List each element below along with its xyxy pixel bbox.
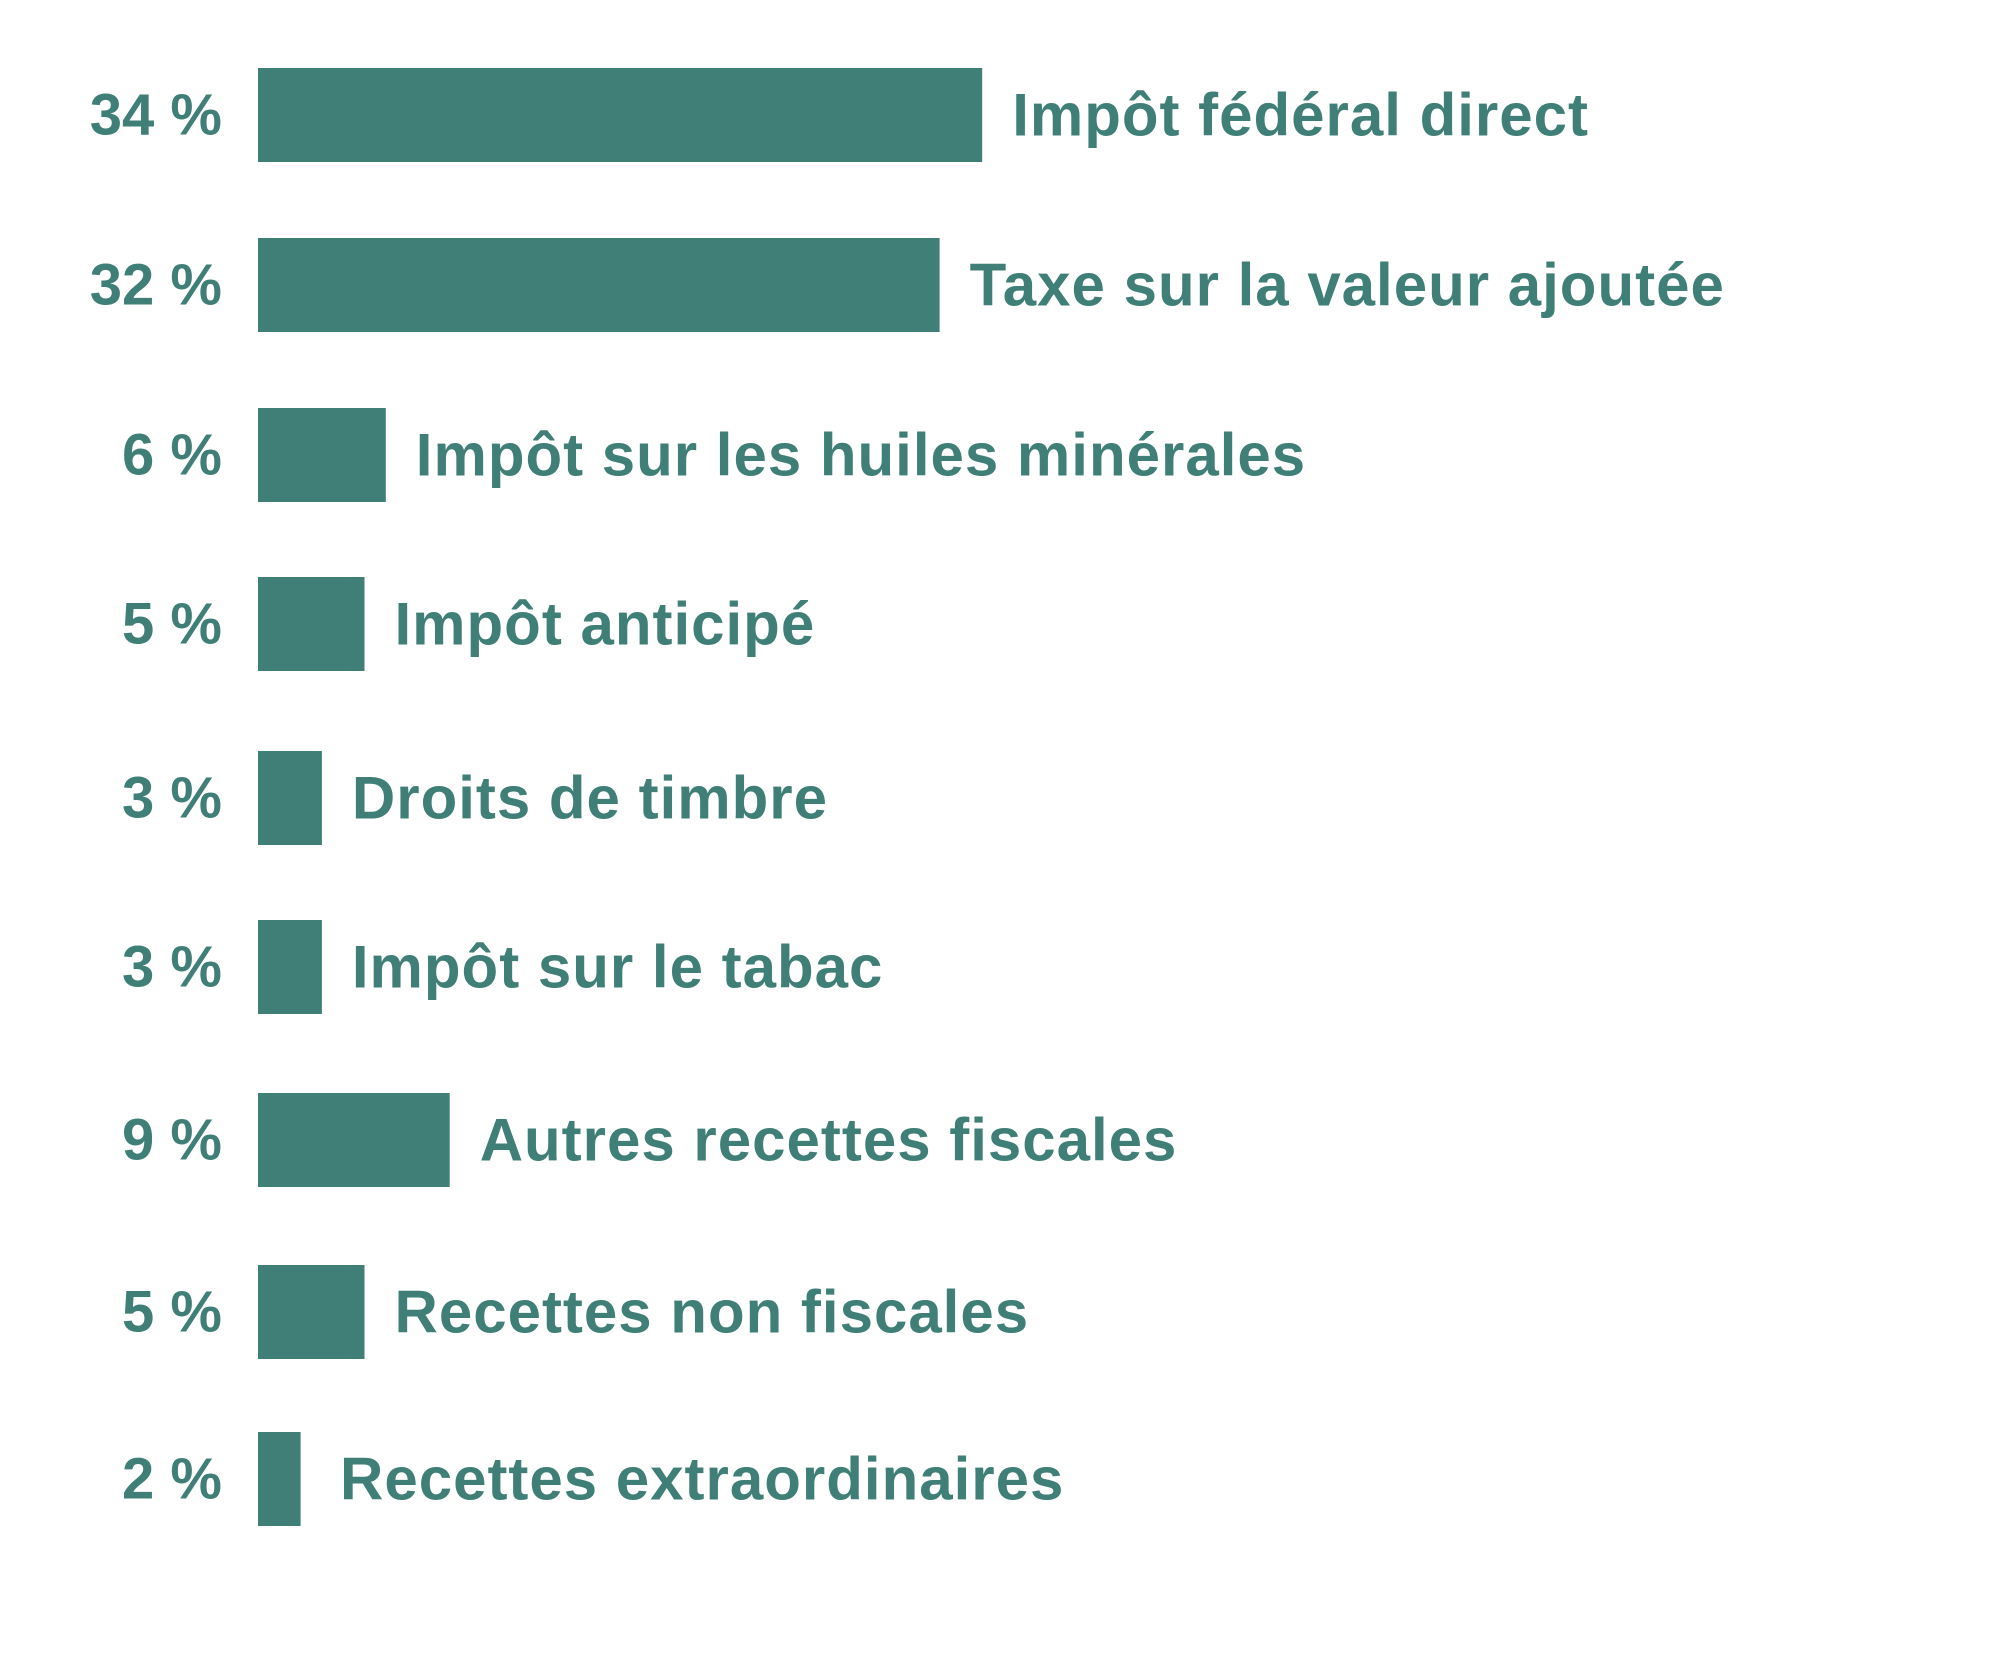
category-label-5: Droits de timbre [352, 765, 828, 832]
category-label-9: Recettes extraordinaires [340, 1446, 1064, 1513]
bar-1 [258, 68, 983, 162]
value-label-7: 9 % [122, 1108, 222, 1173]
bar-2 [258, 238, 940, 332]
value-label-3: 6 % [122, 423, 222, 488]
bar-7 [258, 1093, 450, 1187]
bar-4 [258, 577, 365, 671]
bar-6 [258, 920, 322, 1014]
value-label-5: 3 % [122, 766, 222, 831]
bar-3 [258, 408, 386, 502]
bar-9 [258, 1432, 301, 1526]
bar-8 [258, 1265, 365, 1359]
value-label-2: 32 % [90, 253, 222, 318]
category-label-6: Impôt sur le tabac [352, 934, 883, 1001]
category-label-7: Autres recettes fiscales [480, 1107, 1178, 1174]
value-label-4: 5 % [122, 592, 222, 657]
category-label-1: Impôt fédéral direct [1012, 82, 1589, 149]
category-label-8: Recettes non fiscales [395, 1279, 1030, 1346]
value-label-9: 2 % [122, 1447, 222, 1512]
value-label-1: 34 % [90, 83, 222, 148]
category-label-2: Taxe sur la valeur ajoutée [970, 252, 1725, 319]
bar-5 [258, 751, 322, 845]
value-label-8: 5 % [122, 1280, 222, 1345]
category-label-3: Impôt sur les huiles minérales [416, 422, 1306, 489]
category-label-4: Impôt anticipé [395, 591, 816, 658]
value-label-6: 3 % [122, 935, 222, 1000]
